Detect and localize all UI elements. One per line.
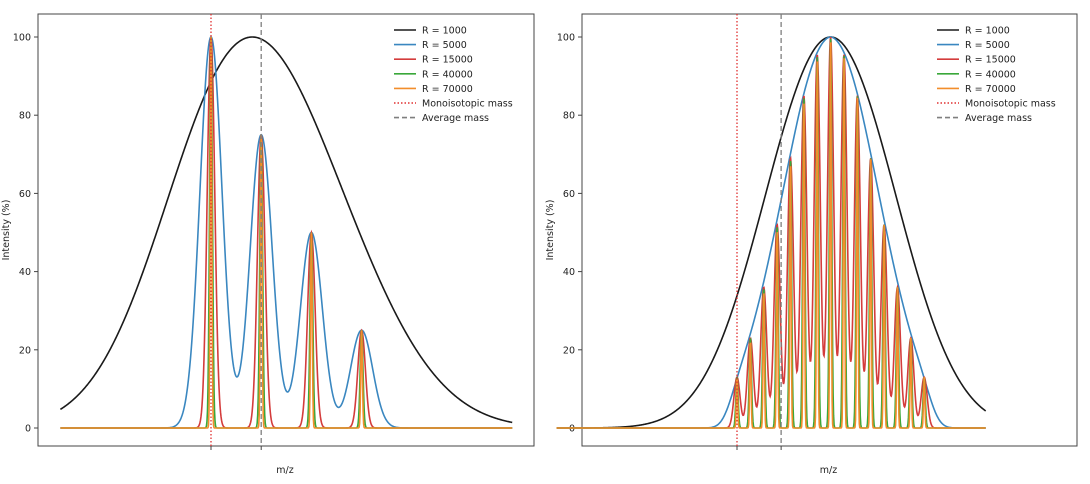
series-line bbox=[556, 36, 987, 429]
legend-label: Average mass bbox=[422, 113, 489, 124]
series-line bbox=[59, 36, 513, 424]
series-line bbox=[60, 36, 513, 429]
y-tick-label: 80 bbox=[19, 111, 31, 122]
x-axis-label: m/z bbox=[820, 465, 837, 476]
series-line bbox=[60, 35, 513, 429]
series-line bbox=[60, 36, 513, 429]
x-axis-label: m/z bbox=[276, 465, 293, 476]
plot-frame bbox=[37, 13, 535, 447]
y-tick-label: 40 bbox=[19, 267, 31, 278]
legend-label: R = 5000 bbox=[422, 40, 467, 51]
plot-frame bbox=[581, 13, 1078, 447]
legend-label: R = 15000 bbox=[422, 55, 473, 66]
legend-label: Monoisotopic mass bbox=[422, 99, 513, 110]
y-tick-label: 100 bbox=[13, 33, 31, 44]
y-tick-label: 60 bbox=[19, 189, 31, 200]
series-line bbox=[556, 36, 986, 429]
legend-label: R = 1000 bbox=[422, 26, 467, 37]
y-tick-label: 80 bbox=[563, 111, 575, 122]
legend-label: R = 1000 bbox=[965, 26, 1010, 37]
series-line bbox=[60, 36, 513, 429]
legend-label: R = 40000 bbox=[965, 69, 1016, 80]
series-line bbox=[556, 42, 986, 429]
legend-label: R = 70000 bbox=[965, 84, 1016, 95]
y-tick-label: 40 bbox=[563, 267, 575, 278]
legend: R = 1000 R = 5000 R = 15000 R = 40000 R = 70… bbox=[394, 26, 513, 124]
legend: R = 1000 R = 5000 R = 15000 R = 40000 R = 70… bbox=[937, 26, 1056, 124]
legend-label: Monoisotopic mass bbox=[965, 99, 1056, 110]
legend-label: R = 70000 bbox=[422, 84, 473, 95]
y-tick-label: 0 bbox=[569, 424, 575, 435]
legend-label: R = 15000 bbox=[965, 55, 1016, 66]
y-tick-label: 0 bbox=[25, 424, 31, 435]
legend-label: R = 5000 bbox=[965, 40, 1010, 51]
y-tick-label: 100 bbox=[557, 33, 575, 44]
legend-label: R = 40000 bbox=[422, 69, 473, 80]
y-tick-label: 20 bbox=[19, 345, 31, 356]
y-tick-label: 20 bbox=[563, 345, 575, 356]
y-axis-label: Intensity (%) bbox=[545, 200, 556, 261]
y-tick-label: 60 bbox=[563, 189, 575, 200]
y-axis-label: Intensity (%) bbox=[1, 200, 12, 261]
legend-label: Average mass bbox=[965, 113, 1032, 124]
